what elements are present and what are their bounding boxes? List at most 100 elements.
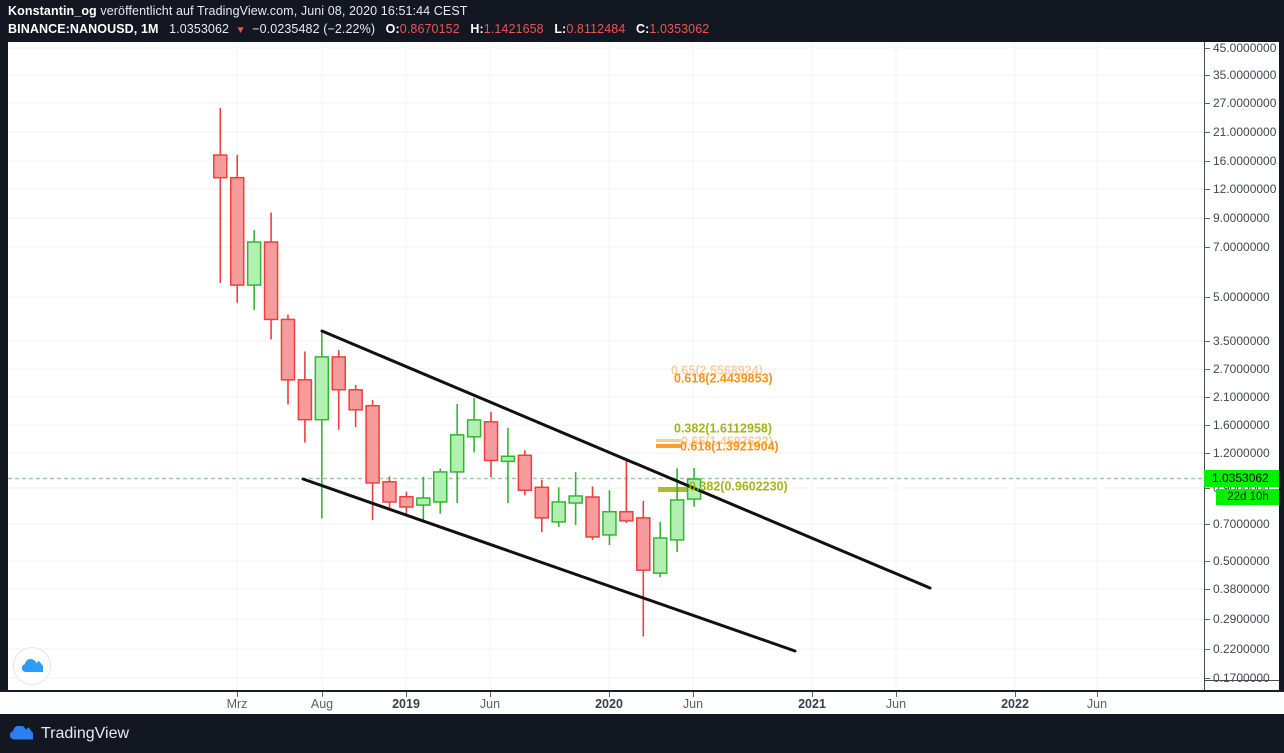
trendline xyxy=(301,477,797,653)
candle-body xyxy=(280,318,296,381)
low-label: L: xyxy=(554,22,567,36)
candle-body xyxy=(652,537,668,574)
candle-body xyxy=(229,176,245,286)
candle-body xyxy=(500,455,516,463)
time-axis[interactable]: Mrz Aug 2019 Jun 2020 Jun 2021 Jun 2022 Jun xyxy=(0,690,1284,716)
fib-label: 0.618(1.3921904) xyxy=(680,439,779,453)
candle-body xyxy=(669,499,685,541)
time-axis-tick xyxy=(237,692,238,697)
tradingview-logo-icon[interactable] xyxy=(9,726,33,741)
left-edge-strip xyxy=(0,42,8,714)
high-label: H: xyxy=(470,22,484,36)
price-axis-tick xyxy=(1205,48,1210,49)
price-axis-label: 1.6000000 xyxy=(1213,418,1270,432)
candle-body xyxy=(585,496,600,538)
price-axis-label: 2.1000000 xyxy=(1213,390,1270,404)
time-axis-label: 2019 xyxy=(392,697,420,711)
close-label: C: xyxy=(635,22,650,36)
price-axis-label: 21.0000000 xyxy=(1213,125,1277,139)
time-axis-label: Jun xyxy=(885,697,907,711)
price-axis-label: 0.2200000 xyxy=(1213,642,1270,656)
candle-body xyxy=(636,517,651,571)
candle-body xyxy=(449,434,465,473)
time-axis-label: Jun xyxy=(1086,697,1108,711)
candle-body xyxy=(263,241,279,321)
time-axis-label: Mrz xyxy=(226,697,248,711)
candle-body xyxy=(619,510,634,522)
candle-body xyxy=(246,241,262,286)
tradingview-cloud-icon xyxy=(21,658,43,672)
price-change: −0.0235482 (−2.22%) xyxy=(252,22,376,36)
candle-body xyxy=(466,419,482,438)
fib-label: 0.65(1.4597622) xyxy=(681,434,773,448)
candle-body xyxy=(568,495,583,504)
candle-body xyxy=(297,379,313,421)
high-value: 1.1421658 xyxy=(483,22,544,36)
price-axis-label: 35.0000000 xyxy=(1213,68,1277,82)
price-axis-separator xyxy=(1204,42,1205,690)
price-axis-label: 0.7000000 xyxy=(1213,517,1270,531)
price-axis-tick xyxy=(1205,103,1210,104)
chart-plot-area[interactable]: 0.65(2.5568924) 0.618(2.4439853) 0.382(1.6… xyxy=(8,42,1204,690)
time-axis-label: Aug xyxy=(310,697,334,711)
price-axis-tick xyxy=(1205,678,1210,679)
time-axis-tick xyxy=(896,692,897,697)
price-axis-label: 3.5000000 xyxy=(1213,334,1270,348)
candle-body xyxy=(399,495,414,508)
time-axis-label: Jun xyxy=(479,697,501,711)
price-axis-tick xyxy=(1205,425,1210,426)
price-axis-label: 0.5000000 xyxy=(1213,554,1270,568)
footer-brand[interactable]: TradingView xyxy=(41,724,130,742)
price-axis-label: 9.0000000 xyxy=(1213,211,1270,225)
bar-countdown-badge: 22d 10h xyxy=(1216,489,1280,505)
price-axis-label: 12.0000000 xyxy=(1213,182,1277,196)
down-triangle-icon: ▼ xyxy=(235,25,246,36)
time-axis-tick xyxy=(693,692,694,697)
footer-bar: TradingView xyxy=(0,714,1284,753)
price-axis-tick xyxy=(1205,218,1210,219)
time-axis-tick xyxy=(609,692,610,697)
price-axis-label: 7.0000000 xyxy=(1213,240,1270,254)
symbol-title: BINANCE:NANOUSD, 1M xyxy=(8,22,159,36)
candle-body xyxy=(551,501,566,523)
price-axis-label: 0.3800000 xyxy=(1213,582,1270,596)
price-axis-tick xyxy=(1205,247,1210,248)
price-axis-tick xyxy=(1205,397,1210,398)
fib-level-bar xyxy=(656,444,681,448)
candle-body xyxy=(534,486,550,519)
price-axis-tick xyxy=(1205,132,1210,133)
price-axis-label: 45.0000000 xyxy=(1213,41,1277,55)
price-axis-label: 5.0000000 xyxy=(1213,290,1270,304)
price-axis-label: 16.0000000 xyxy=(1213,154,1277,168)
price-axis-tick xyxy=(1205,488,1210,489)
author-name: Konstantin_og xyxy=(8,4,97,18)
fib-label: 0.382(1.6112958) xyxy=(674,421,772,435)
price-axis-bottom-border xyxy=(1204,680,1284,681)
candle-body xyxy=(348,389,363,411)
price-axis-label: 1.2000000 xyxy=(1213,446,1270,460)
candle-body xyxy=(331,356,346,391)
candlestick-chart: 0.65(2.5568924)0.618(2.4439853) 0.382(1.6… xyxy=(8,42,1204,690)
time-axis-label: 2020 xyxy=(595,697,623,711)
candle-body xyxy=(602,510,617,536)
last-price: 1.0353062 xyxy=(169,22,230,36)
candle-body xyxy=(213,154,228,179)
candle-body xyxy=(517,454,533,492)
price-axis-tick xyxy=(1205,341,1210,342)
price-axis-label: 2.7000000 xyxy=(1213,362,1270,376)
time-axis-label: Jun xyxy=(682,697,704,711)
candle-body xyxy=(433,471,448,503)
price-axis-tick xyxy=(1205,561,1210,562)
candle-body xyxy=(314,356,330,421)
byline: Konstantin_og veröffentlicht auf Trading… xyxy=(8,4,468,18)
price-axis-tick xyxy=(1205,369,1210,370)
chart-header: Konstantin_og veröffentlicht auf Trading… xyxy=(0,0,1284,42)
price-axis[interactable]: 45.0000000 35.0000000 27.0000000 21.0000000… xyxy=(1205,41,1279,690)
price-axis-tick xyxy=(1205,524,1210,525)
candle-body xyxy=(382,481,397,503)
price-axis-tick xyxy=(1205,649,1210,650)
open-value: 0.8670152 xyxy=(399,22,460,36)
tradingview-watermark xyxy=(13,647,51,685)
time-axis-label: 2021 xyxy=(798,697,826,711)
